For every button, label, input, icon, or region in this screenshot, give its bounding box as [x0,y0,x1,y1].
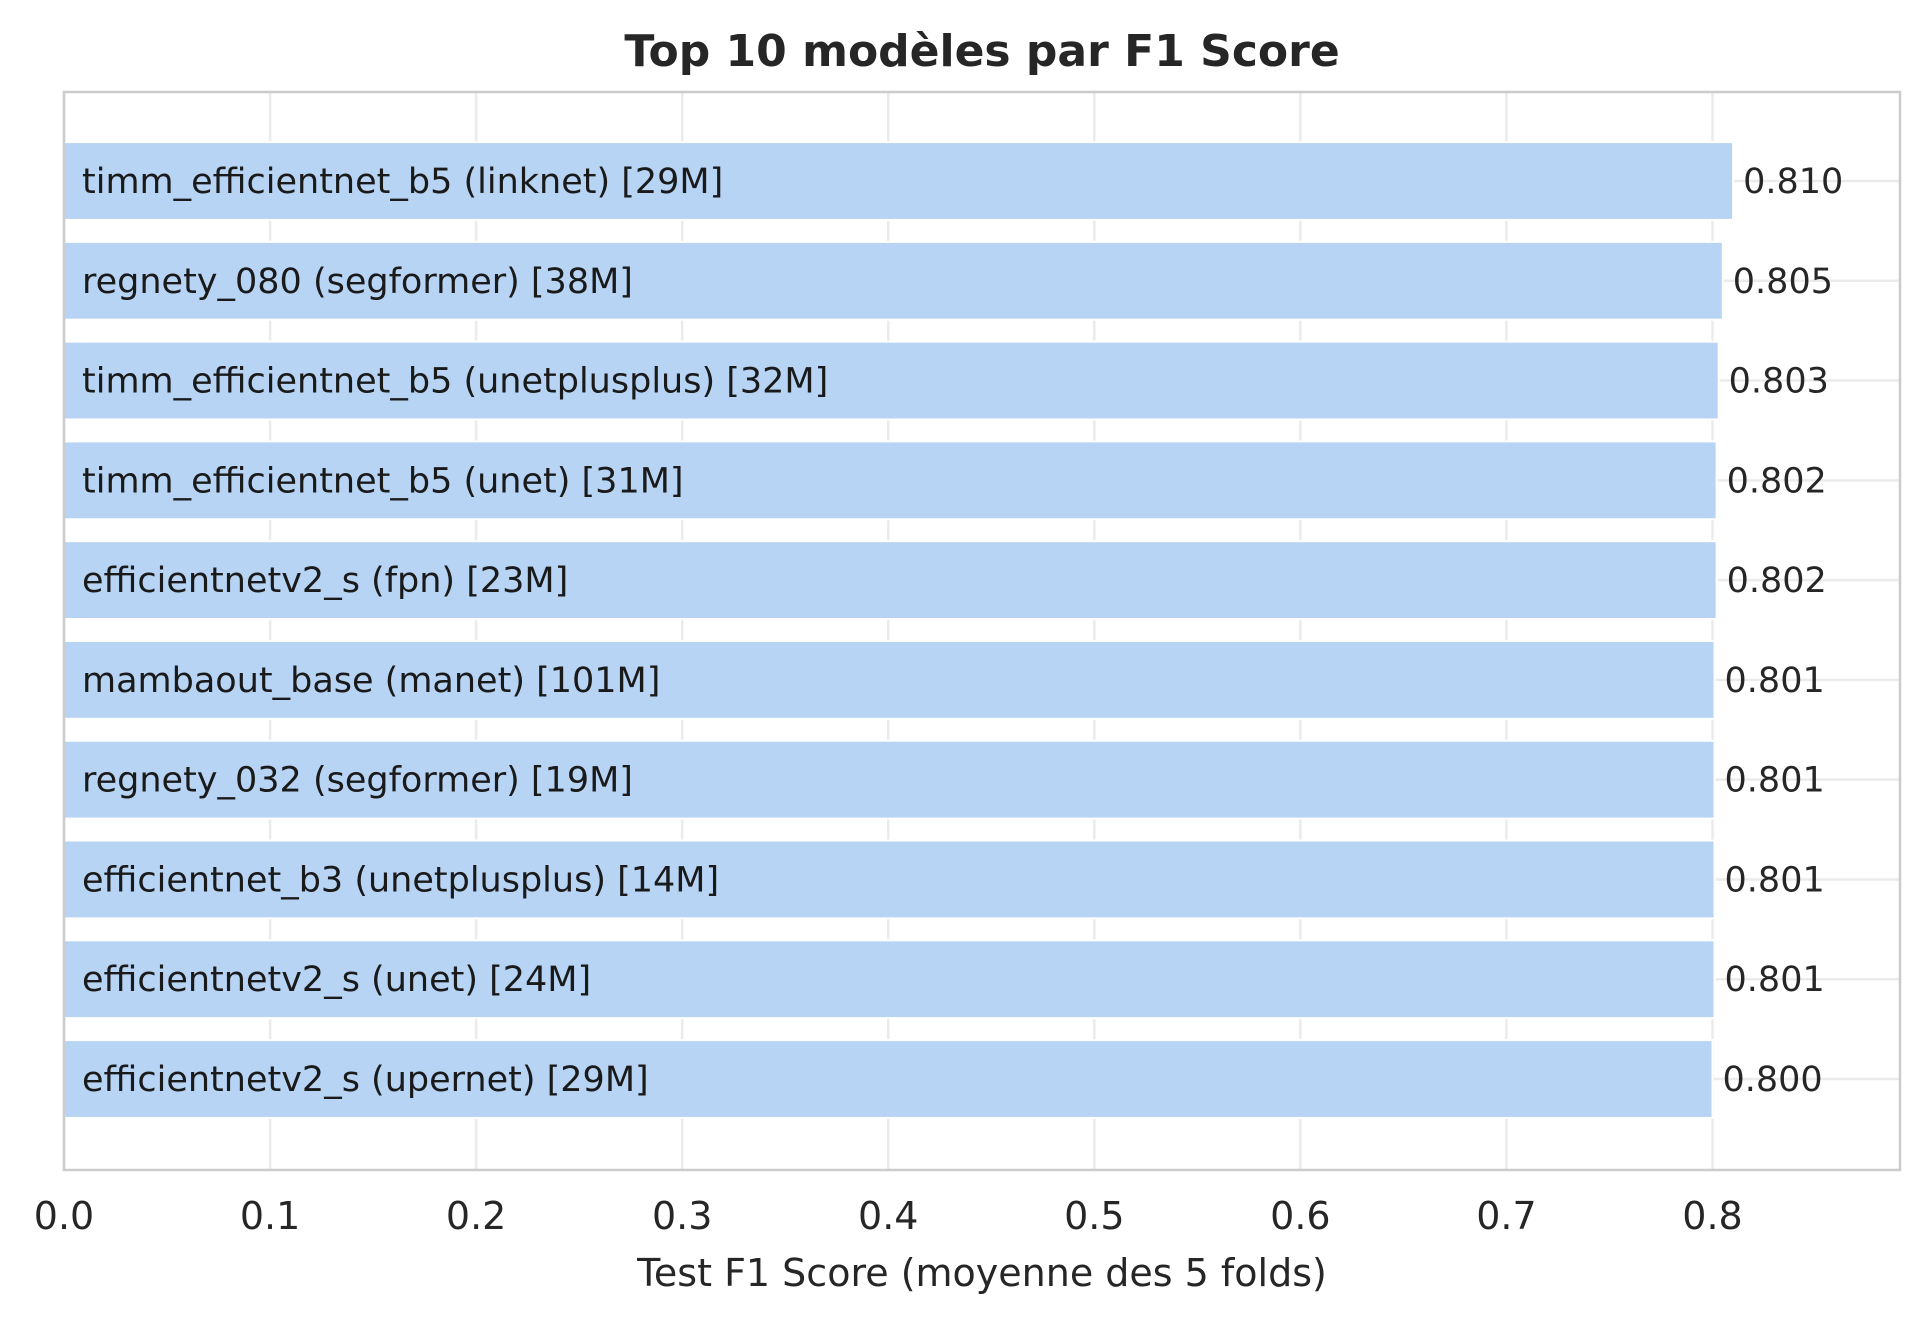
x-tick-label: 0.3 [652,1194,712,1238]
x-tick-label: 0.8 [1682,1194,1742,1238]
bars [63,141,1735,1119]
plot-frame [62,90,1902,1172]
x-tick-label: 0.7 [1476,1194,1536,1238]
bar-value-label: 0.802 [1727,461,1827,501]
chart-title: Top 10 modèles par F1 Score [624,26,1339,77]
x-axis-ticks: 0.0 0.1 0.2 0.3 0.4 0.5 0.6 0.7 0.8 [34,1194,1743,1238]
bar [63,739,1716,820]
x-tick-label: 0.5 [1064,1194,1124,1238]
x-tick-label: 0.6 [1270,1194,1330,1238]
bar [63,440,1718,521]
bar-value-label: 0.801 [1725,860,1825,900]
bar-category-label: efficientnetv2_s (unet) [24M] [82,960,591,1000]
bar [63,540,1718,621]
x-axis-label: Test F1 Score (moyenne des 5 folds) [636,1251,1327,1295]
bar-value-label: 0.803 [1729,362,1829,402]
bar [63,939,1716,1020]
bar-category-label: regnety_032 (segformer) [19M] [82,761,633,801]
bar-category-label: regnety_080 (segformer) [38M] [82,262,633,302]
bar-category-label: efficientnetv2_s (upernet) [29M] [82,1060,649,1100]
bar-category-label: timm_efficientnet_b5 (unetplusplus) [32M… [82,362,828,402]
bar [63,839,1716,920]
bar-category-label: efficientnet_b3 (unetplusplus) [14M] [82,860,719,900]
bar-category-label: timm_efficientnet_b5 (linknet) [29M] [82,162,723,202]
bar [63,1039,1714,1119]
bar [63,340,1720,421]
bar-value-label: 0.800 [1722,1060,1822,1100]
bar-value-label: 0.805 [1733,262,1833,302]
x-tick-label: 0.1 [240,1194,300,1238]
bar-category-label: mambaout_base (manet) [101M] [82,661,660,701]
bar [63,141,1735,221]
bar-value-label: 0.801 [1725,960,1825,1000]
bar [63,240,1724,321]
bar-value-label: 0.810 [1743,162,1843,202]
bar-value-label: 0.801 [1725,661,1825,701]
x-tick-label: 0.4 [858,1194,918,1238]
bar-value-label: 0.801 [1725,761,1825,801]
x-tick-label: 0.0 [34,1194,94,1238]
bar-labels: timm_efficientnet_b5 (linknet) [29M] 0.81… [82,162,1843,1100]
x-tick-label: 0.2 [446,1194,506,1238]
bar-value-label: 0.802 [1727,561,1827,601]
bar-category-label: efficientnetv2_s (fpn) [23M] [82,561,568,601]
bar [63,639,1716,720]
bar-category-label: timm_efficientnet_b5 (unet) [31M] [82,461,684,501]
